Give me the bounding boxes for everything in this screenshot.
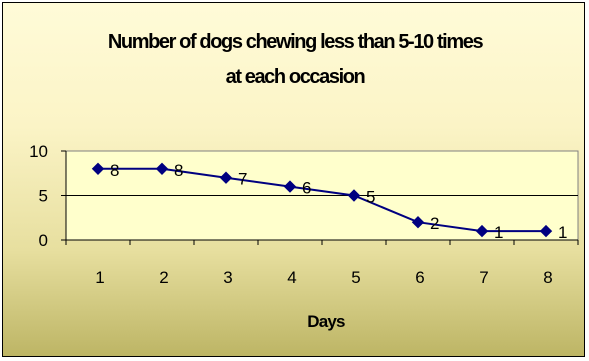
data-label-day-3: 7 [238, 170, 247, 189]
x-tick-label-5: 5 [351, 268, 360, 287]
y-tick-label-10: 10 [29, 142, 48, 161]
series-markers [91, 162, 553, 238]
data-label-day-5: 5 [366, 188, 375, 207]
x-tick-label-8: 8 [543, 268, 552, 287]
series-line [98, 167, 546, 233]
y-tick-label-5: 5 [39, 187, 48, 206]
chart-title-line-2: at each occasion [226, 66, 365, 88]
data-point-day-2 [155, 162, 169, 176]
data-point-day-5 [347, 189, 361, 202]
x-tick-label-6: 6 [415, 268, 424, 287]
data-label-day-7: 1 [494, 223, 503, 242]
x-tick-label-7: 7 [479, 268, 488, 287]
data-point-day-8 [539, 224, 553, 238]
data-label-day-6: 2 [430, 214, 439, 233]
x-axis-title: Days [307, 312, 345, 331]
x-tick-label-4: 4 [287, 268, 296, 287]
data-point-day-3 [219, 171, 233, 184]
data-point-day-6 [411, 215, 425, 229]
x-tick-label-1: 1 [95, 268, 104, 287]
data-label-day-4: 6 [302, 179, 311, 198]
data-point-day-4 [283, 180, 297, 193]
x-axis-tick-marks [65, 240, 579, 245]
data-labels: 8 8 7 6 5 2 1 1 [110, 161, 567, 242]
y-tick-label-0: 0 [39, 231, 48, 250]
data-label-day-8: 1 [558, 223, 567, 242]
x-tick-label-3: 3 [223, 268, 232, 287]
y-axis-tick-labels: 0 5 10 [29, 142, 66, 250]
x-axis-tick-labels: 1 2 3 4 5 6 7 8 [95, 268, 552, 287]
data-point-day-1 [91, 162, 105, 176]
data-label-day-2: 8 [174, 161, 183, 180]
x-tick-label-2: 2 [159, 268, 168, 287]
chart-title-line-1: Number of dogs chewing less than 5-10 ti… [108, 31, 484, 53]
data-label-day-1: 8 [110, 161, 119, 180]
data-point-day-7 [475, 224, 489, 238]
